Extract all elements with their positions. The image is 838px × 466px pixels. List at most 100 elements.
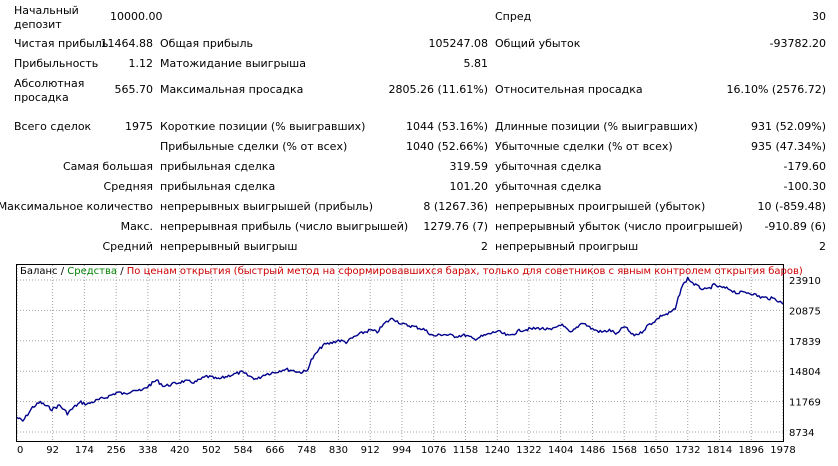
x-tick-label: 584 [234, 445, 253, 456]
y-tick-label: 17839 [789, 337, 821, 348]
profit-trades-value: 1040 (52.66%) [405, 140, 488, 153]
plot-frame [16, 264, 784, 442]
rel-drawdown-value: 16.10% (2576.72) [726, 83, 826, 96]
avg-cons-wins-value: 2 [481, 240, 488, 253]
abs-drawdown-label: Абсолютная просадка [14, 77, 85, 104]
balance-series-line [16, 276, 784, 422]
y-tick-label: 23910 [789, 276, 821, 287]
short-positions-label: Короткие позиции (% выигравших) [160, 120, 366, 133]
x-tick-label: 1896 [739, 445, 764, 456]
y-tick-label: 8734 [789, 428, 814, 439]
largest-profit-label: прибыльная сделка [160, 160, 276, 173]
gross-profit-label: Общая прибыль [160, 37, 253, 50]
x-tick-label: 174 [75, 445, 94, 456]
legend-sep-2: / [117, 266, 127, 277]
legend-equity: Средства [67, 266, 117, 277]
profit-factor-value: 1.12 [128, 57, 154, 70]
max-cons-losses-label: непрерывных проигрышей (убыток) [495, 200, 706, 213]
x-tick-label: 1322 [516, 445, 541, 456]
x-tick-label: 1076 [421, 445, 446, 456]
max-cons-losses-value: 10 (-859.48) [757, 200, 826, 213]
x-axis-ticks: 0 92 174 256 338 420 502 584 666 748 830 912 994 1076… [17, 445, 796, 456]
x-tick-label: 1404 [548, 445, 573, 456]
x-tick-label: 1732 [675, 445, 700, 456]
x-tick-label: 666 [265, 445, 284, 456]
gross-loss-value: -93782.20 [769, 37, 826, 50]
x-tick-label: 1814 [707, 445, 732, 456]
max-cons-profit-label: непрерывная прибыль (число выигрышей) [160, 220, 409, 233]
legend-sep-1: / [58, 266, 68, 277]
x-tick-label: 1568 [611, 445, 636, 456]
x-tick-label: 256 [107, 445, 126, 456]
average-profit-label: прибыльная сделка [160, 180, 276, 193]
avg-label: Средний [102, 240, 153, 253]
avg-cons-wins-label: непрерывный выигрыш [160, 240, 298, 253]
largest-label: Самая большая [62, 160, 153, 173]
x-tick-label: 502 [202, 445, 221, 456]
report-table: Начальный депозит 10000.00 Спред 30 Чист… [0, 4, 826, 253]
largest-loss-value: -179.60 [783, 160, 826, 173]
x-tick-label: 830 [329, 445, 348, 456]
chart-legend: Баланс / Средства / По ценам открытия (б… [20, 266, 803, 277]
y-axis-ticks: 8734 11769 14804 17839 20875 23910 [789, 276, 821, 439]
average-loss-value: -100.30 [783, 180, 826, 193]
total-trades-label: Всего сделок [14, 120, 92, 133]
x-tick-label: 92 [46, 445, 59, 456]
x-tick-label: 338 [138, 445, 157, 456]
gross-profit-value: 105247.08 [428, 37, 489, 50]
x-tick-label: 1486 [580, 445, 605, 456]
rel-drawdown-label: Относительная просадка [495, 83, 643, 96]
legend-method: По ценам открытия (быстрый метод на сфор… [127, 266, 803, 277]
x-tick-label: 1158 [453, 445, 478, 456]
average-label: Средняя [103, 180, 153, 193]
x-tick-label: 0 [17, 445, 23, 456]
expected-payoff-label: Матожидание выигрыша [160, 57, 306, 70]
profit-factor-label: Прибыльность [14, 57, 99, 70]
x-tick-label: 912 [361, 445, 380, 456]
chart-series [16, 276, 784, 422]
loss-trades-value: 935 (47.34%) [750, 140, 826, 153]
max-cons-loss-label: непрерывный убыток (число проигрышей) [495, 220, 743, 233]
chart-grid [16, 265, 784, 441]
max-cons-wins-label: непрерывных выигрышей (прибыль) [160, 200, 374, 213]
x-tick-label: 1240 [484, 445, 509, 456]
net-profit-label: Чистая прибыль [14, 37, 109, 50]
gross-loss-label: Общий убыток [495, 37, 581, 50]
initial-deposit-value: 10000.00 [110, 10, 163, 23]
expected-payoff-value: 5.81 [463, 57, 489, 70]
spread-label: Спред [495, 10, 532, 23]
average-profit-value: 101.20 [449, 180, 489, 193]
max-cons-loss-value: -910.89 (6) [764, 220, 826, 233]
x-tick-label: 420 [170, 445, 189, 456]
y-tick-label: 11769 [789, 398, 821, 409]
long-positions-value: 931 (52.09%) [750, 120, 826, 133]
balance-chart-svg: Баланс / Средства / По ценам открытия (б… [12, 260, 838, 463]
abs-drawdown-value: 565.70 [114, 83, 154, 96]
y-tick-label: 14804 [789, 367, 821, 378]
largest-loss-label: убыточная сделка [495, 160, 602, 173]
max-count-label: Максимальное количество [0, 200, 153, 213]
max-cons-profit-value: 1279.76 (7) [423, 220, 488, 233]
avg-cons-losses-label: непрерывный проигрыш [495, 240, 639, 253]
x-tick-label: 1978 [770, 445, 795, 456]
balance-chart: Баланс / Средства / По ценам открытия (б… [12, 260, 838, 463]
average-loss-label: убыточная сделка [495, 180, 602, 193]
total-trades-value: 1975 [125, 120, 153, 133]
x-tick-label: 1650 [643, 445, 668, 456]
max-label: Макс. [120, 220, 153, 233]
loss-trades-label: Убыточные сделки (% от всех) [495, 140, 673, 153]
max-drawdown-label: Максимальная просадка [160, 83, 304, 96]
short-positions-value: 1044 (53.16%) [405, 120, 488, 133]
net-profit-value: 11464.88 [100, 37, 154, 50]
profit-trades-label: Прибыльные сделки (% от всех) [160, 140, 348, 153]
spread-value: 30 [812, 10, 826, 23]
x-tick-label: 748 [297, 445, 316, 456]
initial-deposit-label: Начальный депозит [14, 4, 79, 31]
avg-cons-losses-value: 2 [819, 240, 826, 253]
max-cons-wins-value: 8 (1267.36) [423, 200, 488, 213]
largest-profit-value: 319.59 [449, 160, 489, 173]
max-drawdown-value: 2805.26 (11.61%) [388, 83, 488, 96]
x-tick-label: 994 [392, 445, 411, 456]
y-tick-label: 20875 [789, 306, 821, 317]
long-positions-label: Длинные позиции (% выигравших) [495, 120, 698, 133]
